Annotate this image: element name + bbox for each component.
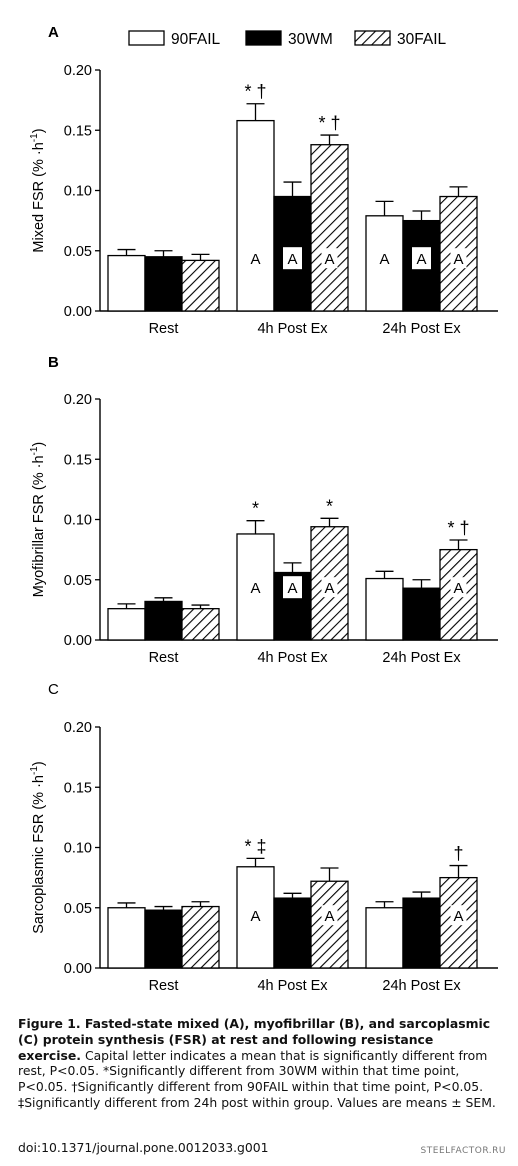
y-tick-label: 0.00: [64, 633, 92, 649]
bar-30wm: [402, 587, 441, 641]
x-tick-label: Rest: [149, 650, 179, 666]
significance-marker: * †: [318, 113, 340, 133]
caption-text: Capital letter indicates a mean that is …: [18, 1047, 496, 1110]
legend-label: 30WM: [288, 31, 333, 48]
bar-90fail: [107, 608, 146, 641]
bar-30wm: [144, 909, 183, 969]
panel-label: B: [48, 354, 59, 371]
x-tick-label: 4h Post Ex: [257, 321, 328, 337]
y-tick-label: 0.20: [64, 392, 92, 408]
significance-marker: †: [453, 844, 463, 864]
x-tick-label: Rest: [149, 321, 179, 337]
significance-letter: A: [250, 580, 260, 597]
bar-90fail: [365, 215, 404, 312]
y-tick-label: 0.00: [64, 304, 92, 320]
y-tick-label: 0.05: [64, 901, 92, 917]
y-axis-label: Mixed FSR (% ·h-1): [29, 128, 47, 252]
y-tick-label: 0.15: [64, 780, 92, 796]
significance-marker: * †: [244, 82, 266, 102]
x-tick-label: 24h Post Ex: [382, 650, 461, 666]
letter-background: [321, 577, 338, 598]
significance-letter: A: [453, 908, 463, 925]
legend-item-30wm: 30WM: [245, 30, 333, 48]
legend-label: 90FAIL: [171, 31, 220, 48]
caption-doi: doi:10.1371/journal.pone.0012033.g001: [18, 1140, 269, 1155]
panel-b: B Myofibrillar FSR (% ·h-1) 0.00 0.05 0.10 0.…: [29, 354, 498, 666]
caption-title: Figure 1. Fasted-state mixed (A), myofib…: [18, 1016, 491, 1063]
bar-90fail: [365, 907, 404, 969]
bar-90fail: [107, 907, 146, 969]
y-axis-label: Sarcoplasmic FSR (% ·h-1): [29, 761, 47, 933]
y-tick-label: 0.15: [64, 123, 92, 139]
legend-label: 30FAIL: [397, 31, 446, 48]
letter-background: [412, 247, 431, 270]
significance-marker: * ‡: [244, 836, 266, 856]
y-tick-label: 0.15: [64, 452, 92, 468]
y-tick-label: 0.00: [64, 961, 92, 977]
significance-letter: A: [453, 251, 463, 268]
y-tick-label: 0.05: [64, 244, 92, 260]
letter-background: [283, 247, 302, 270]
panel-label: C: [48, 681, 59, 698]
bar-30wm: [273, 897, 312, 969]
x-tick-label: 24h Post Ex: [382, 978, 461, 994]
bar-30fail: [181, 608, 220, 641]
significance-letter: A: [416, 251, 426, 268]
bar-30wm: [402, 897, 441, 969]
significance-letter: A: [324, 908, 334, 925]
figure-caption: Figure 1. Fasted-state mixed (A), myofib…: [18, 1016, 496, 1111]
y-tick-label: 0.20: [64, 63, 92, 79]
y-tick-label: 0.10: [64, 184, 92, 200]
panel-a: A Mixed FSR (% ·h-1) 0.00 0.05 0.10 0.15 0.20 R…: [29, 24, 498, 337]
significance-letter: A: [250, 908, 260, 925]
bar-90fail: [236, 119, 275, 312]
legend-swatch: [245, 30, 282, 46]
significance-marker: *: [326, 496, 333, 516]
bar-30fail: [310, 144, 349, 312]
x-tick-label: 24h Post Ex: [382, 321, 461, 337]
significance-letter: A: [250, 251, 260, 268]
significance-marker: * †: [447, 518, 469, 538]
panel-label: A: [48, 24, 59, 41]
letter-background: [321, 248, 338, 269]
legend-item-30fail: 30FAIL: [354, 30, 446, 48]
letter-background: [321, 905, 338, 926]
significance-letter: A: [379, 251, 389, 268]
legend: 90FAIL 30WM 30FAIL: [128, 30, 446, 48]
significance-letter: A: [324, 251, 334, 268]
significance-letter: A: [287, 251, 297, 268]
letter-background: [283, 576, 302, 599]
legend-item-90fail: 90FAIL: [128, 30, 220, 48]
bar-90fail: [107, 254, 146, 312]
y-tick-label: 0.20: [64, 720, 92, 736]
bar-30wm: [144, 256, 183, 312]
letter-background: [450, 577, 467, 598]
watermark: STEELFACTOR.RU: [420, 1146, 506, 1156]
letter-background: [450, 248, 467, 269]
x-tick-label: Rest: [149, 978, 179, 994]
y-axis-label: Myofibrillar FSR (% ·h-1): [29, 442, 47, 598]
significance-letter: A: [453, 580, 463, 597]
y-tick-label: 0.10: [64, 513, 92, 529]
y-tick-label: 0.05: [64, 573, 92, 589]
x-tick-label: 4h Post Ex: [257, 650, 328, 666]
figure-chart: 90FAIL 30WM 30FAIL A Mixed FSR (% ·h-1) 0.00…: [29, 24, 498, 994]
y-tick-label: 0.10: [64, 841, 92, 857]
letter-background: [450, 905, 467, 926]
significance-letter: A: [287, 580, 297, 597]
bar-90fail: [236, 533, 275, 641]
panel-c: C Sarcoplasmic FSR (% ·h-1) 0.00 0.05 0.10 0.…: [29, 681, 498, 994]
bar-30fail: [181, 259, 220, 312]
bar-30wm: [144, 600, 183, 641]
bar-30fail: [181, 905, 220, 969]
legend-swatch: [354, 30, 391, 46]
x-tick-label: 4h Post Ex: [257, 978, 328, 994]
significance-marker: *: [252, 499, 259, 519]
significance-letter: A: [324, 580, 334, 597]
bar-90fail: [365, 577, 404, 641]
legend-swatch: [128, 30, 165, 46]
